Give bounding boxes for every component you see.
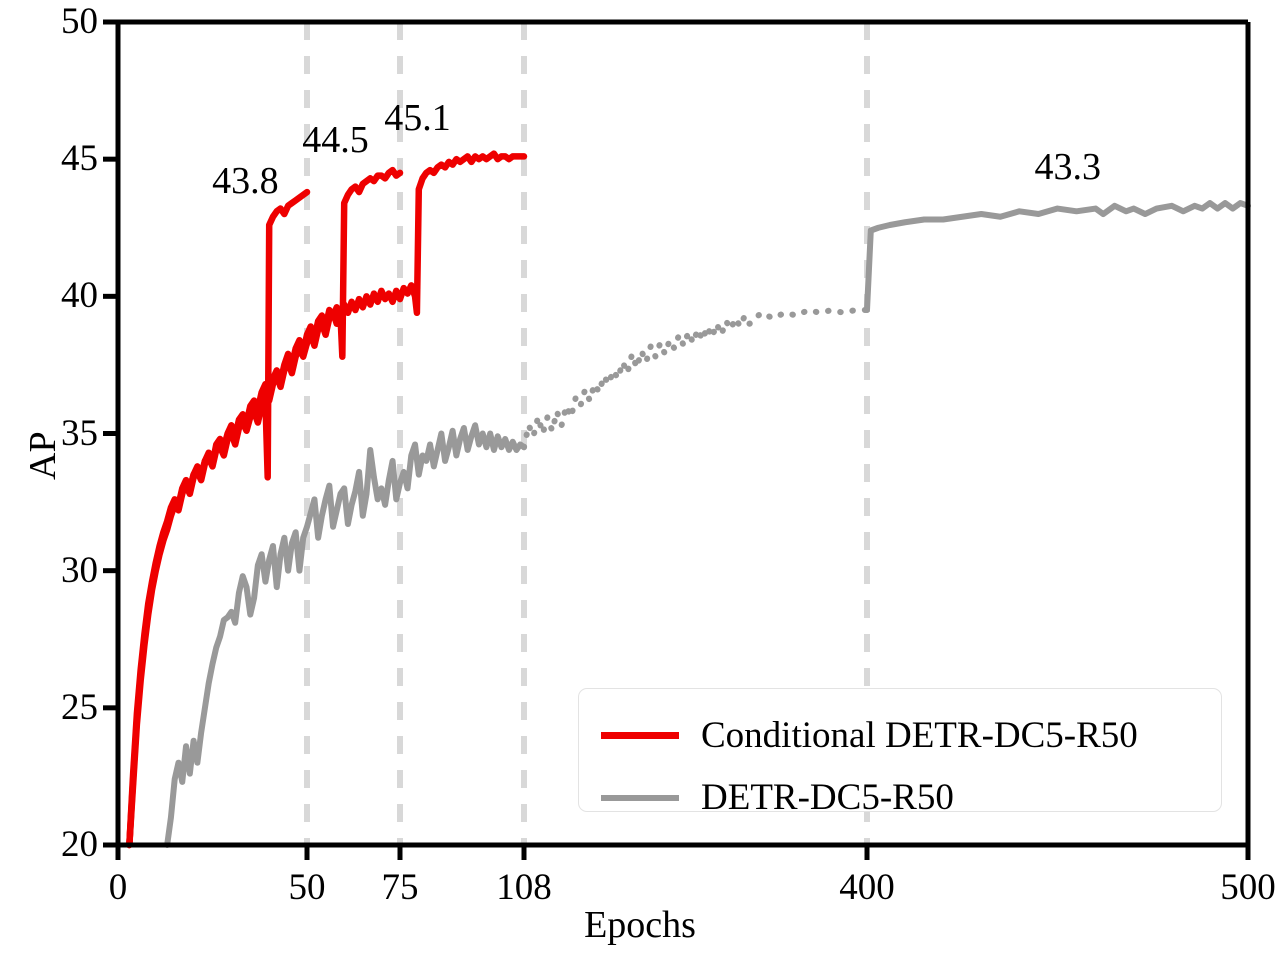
legend-swatch-conditional-detr [601, 732, 679, 739]
y-tick-label-35: 35 [61, 412, 98, 454]
y-tick-label-40: 40 [61, 275, 98, 317]
x-tick-label-500: 500 [1220, 867, 1276, 908]
curve-conditional-detr-50ep [126, 188, 311, 849]
x-tick-label-75: 75 [381, 867, 419, 908]
y-tick-label-25: 25 [61, 686, 98, 728]
y-tick-label-50: 50 [61, 1, 98, 42]
legend-label-conditional-detr: Conditional DETR-DC5-R50 [701, 715, 1138, 756]
x-axis-title: Epochs [584, 904, 696, 946]
curve-detr-solid [164, 422, 527, 848]
y-tick-label-30: 30 [61, 549, 98, 591]
curve-detr-dotted [521, 307, 870, 451]
annotation-43-3: 43.3 [1034, 146, 1102, 189]
x-tick-label-0: 0 [108, 867, 128, 908]
legend-label-detr: DETR-DC5-R50 [701, 777, 954, 818]
legend-swatch-detr [601, 794, 679, 801]
tick-marks [103, 19, 1251, 860]
legend-item-conditional-detr: Conditional DETR-DC5-R50 [601, 717, 1138, 754]
legend-item-detr: DETR-DC5-R50 [601, 779, 954, 816]
chart-legend: Conditional DETR-DC5-R50 DETR-DC5-R50 [578, 688, 1222, 816]
x-tick-label-400: 400 [839, 867, 895, 908]
x-tick-label-108: 108 [496, 867, 552, 908]
annotation-45-1: 45.1 [384, 96, 451, 139]
y-tick-label-45: 45 [61, 138, 98, 180]
annotation-43-8: 43.8 [212, 159, 279, 202]
y-tick-label-20: 20 [61, 824, 98, 865]
data-curves [126, 150, 1251, 849]
x-tick-label-50: 50 [288, 867, 326, 908]
annotation-44-5: 44.5 [302, 118, 369, 161]
curve-detr-post-lr-drop [864, 200, 1251, 314]
y-axis-title: AP [22, 431, 64, 480]
